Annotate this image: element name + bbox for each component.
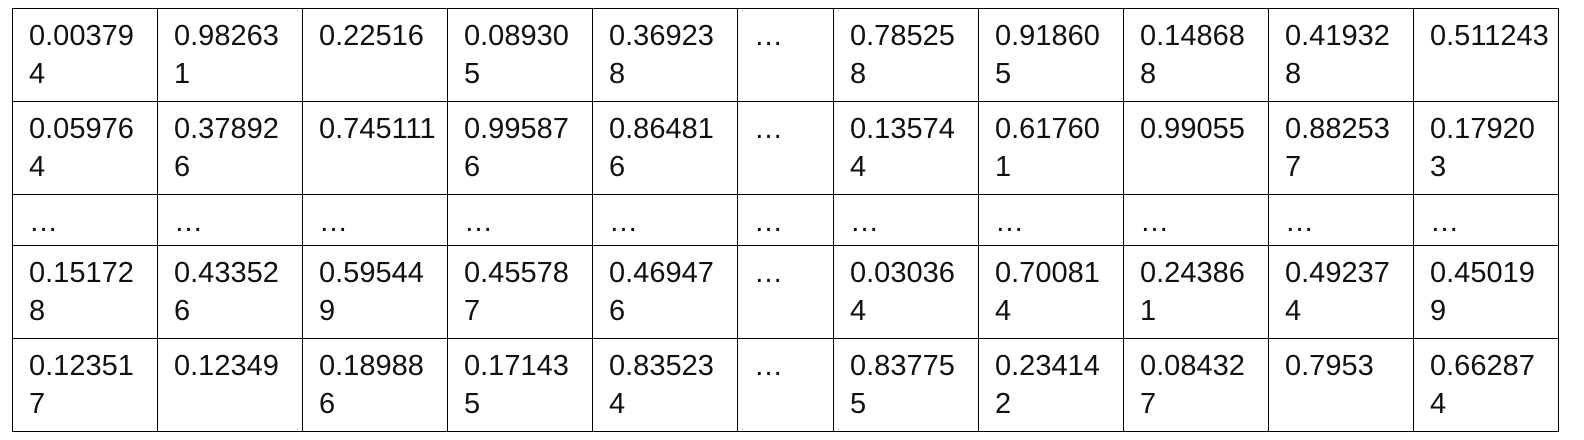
table-cell: 0.785258 bbox=[833, 8, 979, 102]
table-cell-ellipsis: … bbox=[157, 194, 303, 246]
table-cell: 0.419328 bbox=[1268, 8, 1414, 102]
table-cell: 0.982631 bbox=[157, 8, 303, 102]
table-cell: 0.745111 bbox=[302, 101, 448, 195]
table-cell-ellipsis: … bbox=[447, 194, 593, 246]
table-cell: 0.835234 bbox=[592, 338, 738, 432]
table-cell: 0.243861 bbox=[1123, 245, 1269, 339]
table-cell: 0.7953 bbox=[1268, 338, 1414, 432]
table-cell: 0.084327 bbox=[1123, 338, 1269, 432]
data-table: 0.003794 0.982631 0.22516 0.089305 0.369… bbox=[12, 8, 1559, 432]
table-cell: 0.700814 bbox=[978, 245, 1124, 339]
table-cell-ellipsis: … bbox=[737, 8, 834, 102]
table-container: 0.003794 0.982631 0.22516 0.089305 0.369… bbox=[12, 8, 1559, 432]
table-cell: 0.617601 bbox=[978, 101, 1124, 195]
table-cell: 0.12349 bbox=[157, 338, 303, 432]
table-cell: 0.003794 bbox=[12, 8, 158, 102]
table-cell: 0.662874 bbox=[1413, 338, 1559, 432]
table-cell: 0.378926 bbox=[157, 101, 303, 195]
table-row: 0.003794 0.982631 0.22516 0.089305 0.369… bbox=[12, 8, 1559, 102]
table-cell-ellipsis: … bbox=[1413, 194, 1559, 246]
table-cell: 0.995876 bbox=[447, 101, 593, 195]
table-cell-ellipsis: … bbox=[1268, 194, 1414, 246]
table-cell: 0.837755 bbox=[833, 338, 979, 432]
table-cell: 0.234142 bbox=[978, 338, 1124, 432]
table-cell: 0.492374 bbox=[1268, 245, 1414, 339]
table-cell: 0.089305 bbox=[447, 8, 593, 102]
table-cell: 0.369238 bbox=[592, 8, 738, 102]
table-cell-ellipsis: … bbox=[833, 194, 979, 246]
table-cell-ellipsis: … bbox=[737, 194, 834, 246]
table-cell: 0.189886 bbox=[302, 338, 448, 432]
table-cell: 0.450199 bbox=[1413, 245, 1559, 339]
table-cell: 0.030364 bbox=[833, 245, 979, 339]
table-cell-ellipsis: … bbox=[737, 245, 834, 339]
table-cell-ellipsis: … bbox=[1123, 194, 1269, 246]
table-cell: 0.469476 bbox=[592, 245, 738, 339]
table-cell: 0.123517 bbox=[12, 338, 158, 432]
table-cell: 0.22516 bbox=[302, 8, 448, 102]
table-cell: 0.511243 bbox=[1413, 8, 1559, 102]
table-cell-ellipsis: … bbox=[12, 194, 158, 246]
table-cell: 0.882537 bbox=[1268, 101, 1414, 195]
table-cell-ellipsis: … bbox=[737, 101, 834, 195]
table-cell-ellipsis: … bbox=[592, 194, 738, 246]
table-cell: 0.151728 bbox=[12, 245, 158, 339]
table-cell: 0.059764 bbox=[12, 101, 158, 195]
table-cell: 0.179203 bbox=[1413, 101, 1559, 195]
table-cell: 0.595449 bbox=[302, 245, 448, 339]
table-cell: 0.455787 bbox=[447, 245, 593, 339]
table-cell: 0.135744 bbox=[833, 101, 979, 195]
table-cell: 0.99055 bbox=[1123, 101, 1269, 195]
table-row: 0.123517 0.12349 0.189886 0.171435 0.835… bbox=[12, 338, 1559, 432]
table-cell: 0.918605 bbox=[978, 8, 1124, 102]
table-cell-ellipsis: … bbox=[302, 194, 448, 246]
table-cell-ellipsis: … bbox=[978, 194, 1124, 246]
table-cell: 0.171435 bbox=[447, 338, 593, 432]
table-cell: 0.433526 bbox=[157, 245, 303, 339]
table-cell-ellipsis: … bbox=[737, 338, 834, 432]
table-cell: 0.148688 bbox=[1123, 8, 1269, 102]
table-row: 0.151728 0.433526 0.595449 0.455787 0.46… bbox=[12, 245, 1559, 339]
table-row-ellipsis: … … … … … … … … … … … bbox=[12, 194, 1559, 246]
table-cell: 0.864816 bbox=[592, 101, 738, 195]
table-row: 0.059764 0.378926 0.745111 0.995876 0.86… bbox=[12, 101, 1559, 195]
